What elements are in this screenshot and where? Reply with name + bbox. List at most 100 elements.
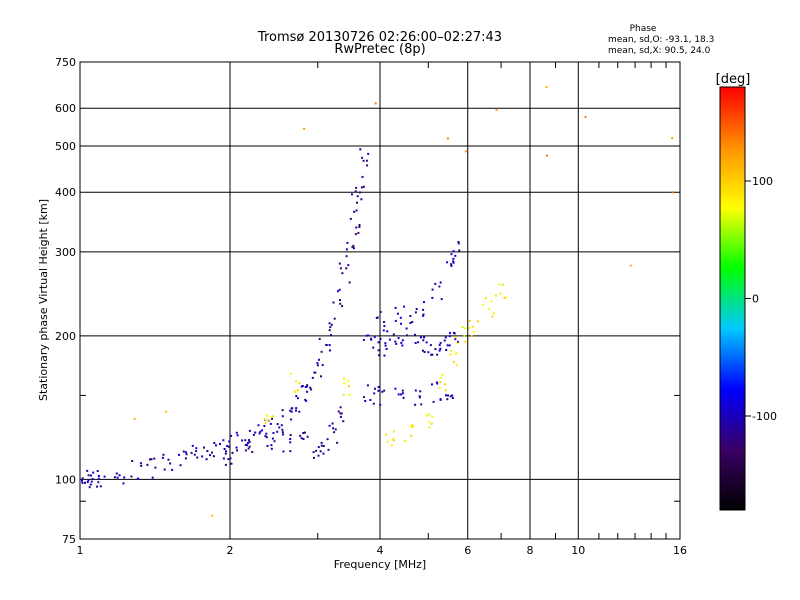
- scatter-point: [422, 313, 425, 316]
- scatter-point: [131, 460, 134, 462]
- scatter-point: [394, 306, 397, 309]
- scatter-point: [248, 441, 251, 443]
- scatter-point: [331, 422, 334, 425]
- scatter-point: [320, 441, 323, 444]
- scatter-point: [472, 331, 475, 333]
- scatter-point: [328, 322, 331, 325]
- scatter-point: [377, 386, 380, 388]
- scatter-point: [272, 432, 275, 434]
- scatter-point: [454, 336, 457, 339]
- scatter-point: [211, 451, 213, 454]
- scatter-point: [457, 241, 460, 243]
- scatter-point: [265, 432, 268, 435]
- scatter-point: [501, 283, 504, 286]
- scatter-point: [300, 437, 303, 440]
- scatter-point: [244, 443, 247, 446]
- scatter-point: [96, 485, 98, 488]
- scatter-point: [377, 389, 380, 392]
- scatter-point: [339, 412, 342, 415]
- scatter-point: [362, 396, 365, 399]
- scatter-point: [248, 429, 251, 432]
- scatter-point: [305, 399, 308, 402]
- scatter-point: [281, 415, 284, 418]
- scatter-point: [388, 338, 391, 341]
- scatter-point: [410, 426, 413, 429]
- scatter-point: [236, 434, 239, 437]
- scatter-point: [266, 445, 269, 447]
- scatter-point: [90, 480, 93, 483]
- scatter-point: [450, 253, 453, 256]
- scatter-point: [190, 451, 193, 454]
- scatter-point: [383, 325, 386, 328]
- scatter-point: [191, 444, 194, 447]
- scatter-point: [146, 463, 149, 466]
- scatter-point: [352, 244, 355, 247]
- scatter-point: [257, 424, 260, 427]
- scatter-point: [428, 426, 431, 429]
- scatter-point: [334, 428, 337, 431]
- scatter-point: [373, 336, 376, 339]
- scatter-point: [228, 440, 231, 443]
- scatter-point: [184, 457, 187, 460]
- scatter-point: [411, 321, 414, 323]
- y-tick-label: 400: [55, 186, 76, 199]
- scatter-point: [400, 341, 403, 344]
- scatter-point: [149, 458, 151, 461]
- scatter-point: [244, 449, 247, 452]
- scatter-point: [425, 414, 428, 417]
- grid: [80, 62, 680, 539]
- scatter-point: [450, 350, 453, 353]
- scatter-point: [115, 472, 118, 475]
- scatter-point: [429, 344, 432, 347]
- scatter-point: [488, 308, 491, 311]
- scatter-point: [312, 451, 315, 454]
- scatter-point: [136, 477, 139, 480]
- scatter-point: [161, 456, 164, 459]
- scatter-point: [259, 430, 262, 433]
- scatter-point: [211, 514, 214, 517]
- scatter-point: [453, 332, 456, 335]
- y-tick-label: 200: [55, 330, 76, 343]
- x-axis-label: Frequency [MHz]: [334, 558, 426, 571]
- scatter-point: [281, 409, 284, 412]
- scatter-point: [319, 450, 322, 453]
- scatter-point: [401, 392, 404, 395]
- scatter-point: [271, 415, 274, 418]
- scatter-point: [317, 454, 320, 457]
- scatter-point: [193, 453, 196, 456]
- scatter-point: [464, 327, 467, 330]
- scatter-point: [351, 246, 354, 249]
- scatter-point: [358, 191, 361, 194]
- scatter-point: [357, 231, 360, 234]
- scatter-point: [449, 332, 451, 335]
- scatter-point: [263, 425, 266, 427]
- scatter-point: [495, 108, 498, 111]
- scatter-point: [298, 382, 301, 384]
- scatter-point: [392, 439, 395, 442]
- scatter-point: [448, 344, 451, 347]
- scatter-point: [154, 466, 157, 469]
- scatter-point: [443, 339, 446, 342]
- scatter-point: [446, 344, 449, 347]
- scatter-point: [451, 394, 454, 397]
- scatter-point: [290, 410, 293, 413]
- scatter-point: [99, 485, 102, 488]
- scatter-point: [445, 349, 448, 351]
- scatter-point: [179, 464, 182, 467]
- scatter-point: [629, 264, 632, 267]
- scatter-point: [337, 410, 340, 413]
- scatter-point: [87, 474, 90, 477]
- scatter-point: [289, 438, 292, 440]
- scatter-points: [81, 86, 674, 517]
- scatter-point: [461, 326, 464, 328]
- scatter-point: [295, 380, 297, 383]
- scatter-point: [167, 458, 170, 461]
- scatter-point: [438, 349, 441, 352]
- scatter-point: [432, 400, 435, 403]
- scatter-point: [452, 257, 455, 260]
- scatter-point: [382, 329, 385, 332]
- scatter-point: [422, 349, 424, 352]
- scatter-point: [431, 288, 434, 291]
- scatter-point: [203, 446, 205, 449]
